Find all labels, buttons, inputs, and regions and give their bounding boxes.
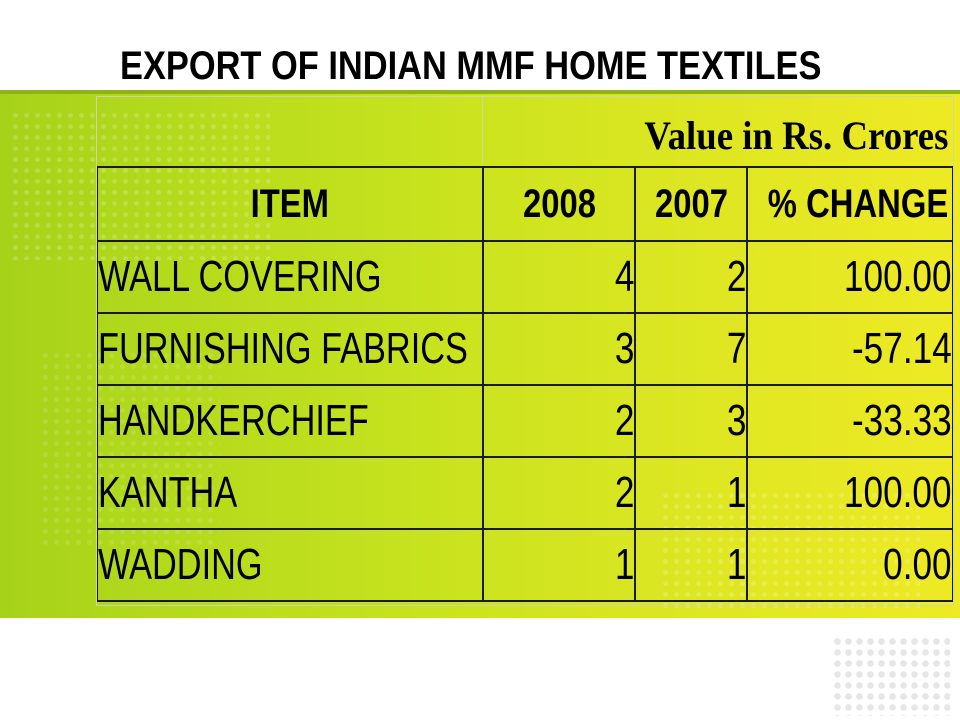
cell-2007: 7 [634, 312, 748, 386]
slide-title: EXPORT OF INDIAN MMF HOME TEXTILES [120, 44, 822, 88]
table-row: FURNISHING FABRICS 3 7 -57.14 [96, 312, 954, 386]
header-divider [482, 96, 483, 166]
band-top-edge [0, 90, 960, 94]
cell-2007: 1 [634, 528, 748, 602]
table-header-row: ITEM 2008 2007 % CHANGE [96, 166, 954, 242]
cell-2007: 1 [634, 456, 748, 530]
cell-2008: 3 [482, 312, 636, 386]
cell-2007: 3 [634, 384, 748, 458]
cell-2008: 2 [482, 456, 636, 530]
cell-item: WADDING [96, 528, 484, 602]
cell-percent-change: -33.33 [746, 384, 954, 458]
cell-percent-change: 0.00 [746, 528, 954, 602]
cell-2008: 4 [482, 240, 636, 314]
cell-2008: 1 [482, 528, 636, 602]
cell-percent-change: 100.00 [746, 240, 954, 314]
column-header-2008: 2008 [482, 166, 636, 242]
cell-item: KANTHA [96, 456, 484, 530]
cell-percent-change: -57.14 [746, 312, 954, 386]
cell-percent-change: 100.00 [746, 456, 954, 530]
data-table-container: Value in Rs. Crores ITEM 2008 2007 % CHA… [96, 96, 954, 606]
column-header-item: ITEM [96, 166, 484, 242]
table-row: WADDING 1 1 0.00 [96, 528, 954, 602]
units-label: Value in Rs. Crores [644, 113, 948, 158]
cell-2008: 2 [482, 384, 636, 458]
cell-item: HANDKERCHIEF [96, 384, 484, 458]
cell-2007: 2 [634, 240, 748, 314]
grey-dot-pattern-decoration [832, 636, 950, 716]
table-row: KANTHA 2 1 100.00 [96, 456, 954, 530]
column-header-percent-change: % CHANGE [746, 166, 954, 242]
table-row: HANDKERCHIEF 2 3 -33.33 [96, 384, 954, 458]
units-header-row: Value in Rs. Crores [96, 96, 954, 166]
table-row: WALL COVERING 4 2 100.00 [96, 240, 954, 314]
export-table: ITEM 2008 2007 % CHANGE WALL COVERING 4 … [96, 166, 954, 602]
cell-item: WALL COVERING [96, 240, 484, 314]
cell-item: FURNISHING FABRICS [96, 312, 484, 386]
column-header-2007: 2007 [634, 166, 748, 242]
